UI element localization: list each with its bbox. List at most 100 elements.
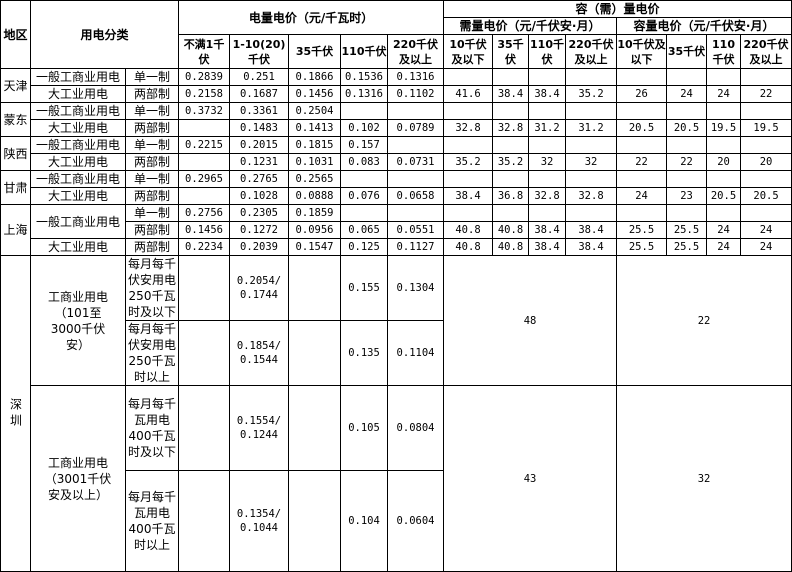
capacity-price-cell: 23 bbox=[666, 187, 708, 205]
table-row: 大工业用电 两部制 0.1483 0.1413 0.102 0.0789 32.8 32.8 3… bbox=[1, 119, 792, 137]
column-header: 220千伏及以上 bbox=[740, 34, 792, 69]
column-header: 35千伏 bbox=[288, 34, 342, 69]
demand-price-cell: 35.2 bbox=[443, 153, 494, 171]
demand-price-cell bbox=[528, 136, 567, 154]
energy-price-cell bbox=[340, 102, 389, 120]
tier-cell: 每月每千瓦用电 400千瓦时以上 bbox=[124, 470, 180, 572]
category-cell: 大工业用电 bbox=[30, 238, 126, 256]
energy-price-cell: 0.104 bbox=[340, 470, 389, 572]
scheme-cell: 单一制 bbox=[124, 68, 180, 86]
header-energy-price: 电量电价（元/千瓦时） bbox=[178, 0, 445, 35]
demand-price-cell: 48 bbox=[443, 255, 618, 386]
table-row: 大工业用电 两部制 0.2234 0.2039 0.1547 0.125 0.1127 40.… bbox=[1, 238, 792, 256]
scheme-cell: 两部制 bbox=[124, 238, 180, 256]
energy-price-cell: 0.2565 bbox=[288, 170, 342, 188]
table-row: 甘肃 一般工商业用电 单一制 0.2965 0.2765 0.2565 bbox=[0, 170, 792, 205]
energy-price-cell: 0.1866 bbox=[288, 68, 342, 86]
energy-price-cell: 0.1354/0.1044 bbox=[229, 470, 290, 572]
table-row: 陕西 一般工商业用电 单一制 0.2215 0.2015 0.1815 0.157 bbox=[0, 136, 792, 171]
demand-price-cell: 40.8 bbox=[492, 221, 530, 239]
capacity-price-cell bbox=[616, 170, 668, 188]
capacity-price-cell: 24 bbox=[706, 238, 742, 256]
capacity-price-cell: 19.5 bbox=[740, 119, 792, 137]
energy-price-cell: 0.1316 bbox=[387, 68, 445, 86]
category-cell: 大工业用电 bbox=[30, 187, 126, 205]
energy-price-cell bbox=[340, 204, 389, 222]
energy-price-cell: 0.0888 bbox=[288, 187, 342, 205]
energy-price-cell: 0.2158 bbox=[178, 85, 231, 103]
energy-price-cell: 0.1483 bbox=[229, 119, 290, 137]
energy-price-cell: 0.135 bbox=[340, 320, 389, 386]
capacity-price-cell: 24 bbox=[706, 221, 742, 239]
region-cell: 陕西 bbox=[0, 136, 31, 171]
demand-price-cell: 41.6 bbox=[443, 85, 494, 103]
demand-price-cell bbox=[565, 136, 618, 154]
capacity-price-cell bbox=[666, 204, 708, 222]
energy-price-cell: 0.2234 bbox=[178, 238, 231, 256]
tier-cell: 每月每千伏安用电250千瓦时以上 bbox=[124, 320, 180, 386]
scheme-cell: 单一制 bbox=[124, 136, 180, 154]
scheme-cell: 两部制 bbox=[124, 153, 180, 171]
category-cell: 一般工商业用电 bbox=[30, 68, 126, 86]
demand-price-cell: 38.4 bbox=[528, 221, 567, 239]
demand-price-cell: 38.4 bbox=[565, 238, 618, 256]
capacity-price-cell bbox=[740, 204, 792, 222]
header-demand-price: 需量电价（元/千伏安·月） bbox=[443, 17, 618, 35]
demand-price-cell bbox=[443, 204, 494, 222]
capacity-price-cell: 24 bbox=[706, 85, 742, 103]
energy-price-cell: 0.3361 bbox=[229, 102, 290, 120]
energy-price-cell: 0.2504 bbox=[288, 102, 342, 120]
energy-price-cell: 0.1854/0.1544 bbox=[229, 320, 290, 386]
region-cell: 上海 bbox=[0, 204, 31, 256]
demand-price-cell: 32.8 bbox=[565, 187, 618, 205]
column-header: 35千伏 bbox=[492, 34, 530, 69]
energy-price-cell: 0.2015 bbox=[229, 136, 290, 154]
energy-price-cell bbox=[178, 119, 231, 137]
energy-price-cell bbox=[387, 102, 445, 120]
demand-price-cell: 38.4 bbox=[443, 187, 494, 205]
demand-price-cell: 35.2 bbox=[565, 85, 618, 103]
header-category: 用电分类 bbox=[29, 0, 180, 69]
scheme-cell: 两部制 bbox=[124, 85, 180, 103]
scheme-cell: 两部制 bbox=[124, 221, 180, 239]
capacity-price-cell: 25.5 bbox=[666, 238, 708, 256]
demand-price-cell: 38.4 bbox=[528, 85, 567, 103]
demand-price-cell: 38.4 bbox=[565, 221, 618, 239]
region-cell: 甘肃 bbox=[0, 170, 31, 205]
tier-cell: 每月每千瓦用电 400千瓦时及以下 bbox=[124, 385, 180, 471]
capacity-price-cell: 24 bbox=[666, 85, 708, 103]
demand-price-cell bbox=[528, 204, 567, 222]
capacity-price-cell: 32 bbox=[616, 385, 792, 572]
capacity-price-cell bbox=[616, 102, 668, 120]
column-header: 1-10(20)千伏 bbox=[229, 34, 290, 69]
demand-price-cell: 32.8 bbox=[492, 119, 530, 137]
demand-price-cell: 40.8 bbox=[443, 221, 494, 239]
energy-price-cell bbox=[178, 320, 231, 386]
energy-price-cell: 0.2039 bbox=[229, 238, 290, 256]
capacity-price-cell: 22 bbox=[740, 85, 792, 103]
column-header: 220千伏及以上 bbox=[387, 34, 445, 69]
energy-price-cell bbox=[288, 255, 342, 321]
capacity-price-cell: 24 bbox=[740, 221, 792, 239]
energy-price-cell bbox=[178, 470, 231, 572]
capacity-price-cell: 20.5 bbox=[740, 187, 792, 205]
energy-price-cell: 0.1231 bbox=[229, 153, 290, 171]
demand-price-cell bbox=[565, 204, 618, 222]
energy-price-cell: 0.2054/0.1744 bbox=[229, 255, 290, 321]
capacity-price-cell bbox=[740, 136, 792, 154]
energy-price-cell: 0.0956 bbox=[288, 221, 342, 239]
scheme-cell: 单一制 bbox=[124, 204, 180, 222]
capacity-price-cell: 22 bbox=[616, 255, 792, 386]
capacity-price-cell: 24 bbox=[740, 238, 792, 256]
energy-price-cell: 0.1102 bbox=[387, 85, 445, 103]
demand-price-cell bbox=[443, 102, 494, 120]
energy-price-cell: 0.1104 bbox=[387, 320, 445, 386]
energy-price-cell bbox=[288, 320, 342, 386]
category-cell: 一般工商业用电 bbox=[30, 102, 126, 120]
table-row: 蒙东 一般工商业用电 单一制 0.3732 0.3361 0.2504 bbox=[0, 102, 792, 137]
energy-price-cell bbox=[288, 385, 342, 471]
demand-price-cell: 40.8 bbox=[492, 238, 530, 256]
column-header: 10千伏及以下 bbox=[616, 34, 668, 69]
capacity-price-cell bbox=[616, 68, 668, 86]
demand-price-cell bbox=[492, 170, 530, 188]
